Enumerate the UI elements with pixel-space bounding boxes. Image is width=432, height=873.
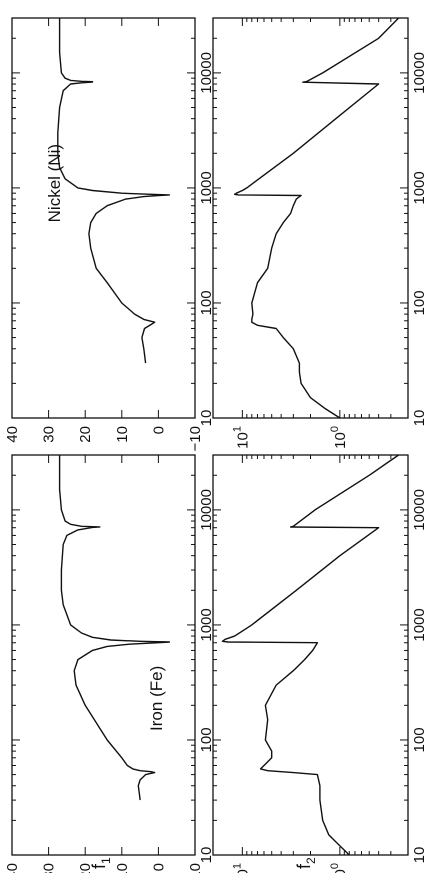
y-tick-label: 20	[77, 426, 94, 443]
x-tick-label: 1000	[411, 171, 428, 204]
y-tick-label: 20	[77, 863, 94, 873]
y-tick-label: −10	[187, 426, 204, 451]
series-line	[58, 455, 171, 801]
plot-frame	[11, 454, 196, 856]
series-line	[57, 18, 171, 364]
x-tick-label: 10000	[411, 52, 428, 94]
panel-1: 10 100 1000 10000 100 101	[212, 454, 428, 873]
x-tick-label: 1000	[198, 171, 215, 204]
x-tick-label: 100	[198, 290, 215, 315]
series-line	[233, 17, 400, 419]
y-tick-label: 10	[114, 863, 131, 873]
axis-title-f1: f1	[89, 857, 113, 869]
x-tick-label: 100	[411, 290, 428, 315]
panel-label: Nickel (Ni)	[45, 144, 64, 222]
y-tick-label: 30	[41, 426, 58, 443]
series-line	[221, 454, 399, 856]
x-tick-label: 10000	[198, 52, 215, 94]
x-tick-label: 10000	[198, 489, 215, 531]
y-tick-label: 30	[41, 863, 58, 873]
plot-frame	[11, 17, 196, 419]
x-tick-label: 1000	[198, 608, 215, 641]
panel-0: 10 100 1000 10000 −10 0 10 20 30 40 Iron (Fe)	[4, 454, 215, 873]
panel-label: Iron (Fe)	[147, 666, 166, 731]
y-tick-label: −10	[187, 863, 204, 873]
y-tick-label: 0	[150, 863, 167, 871]
axis-title-f2: f2	[294, 857, 318, 869]
x-tick-label: 10	[198, 847, 215, 864]
x-tick-label: 1000	[411, 608, 428, 641]
x-tick-label: 100	[198, 727, 215, 752]
y-tick-label: 40	[4, 426, 21, 443]
y-tick-label: 10	[114, 426, 131, 443]
x-tick-label: 100	[411, 727, 428, 752]
y-tick-label: 100	[329, 863, 349, 873]
x-tick-label: 10	[411, 410, 428, 427]
plot-frame	[212, 17, 409, 419]
x-tick-label: 10000	[411, 489, 428, 531]
panel-3: 10 100 1000 10000 100 101	[212, 17, 428, 449]
panel-2: 10 100 1000 10000 −10 0 10 20 30 40 Nickel (Ni)	[4, 17, 215, 451]
y-tick-label: 101	[231, 863, 251, 873]
plot-frame	[212, 454, 409, 856]
y-tick-label: 100	[329, 426, 349, 449]
x-tick-label: 10	[198, 410, 215, 427]
y-tick-label: 40	[4, 863, 21, 873]
y-tick-label: 0	[150, 426, 167, 434]
x-tick-label: 10	[411, 847, 428, 864]
y-tick-label: 101	[231, 426, 251, 449]
